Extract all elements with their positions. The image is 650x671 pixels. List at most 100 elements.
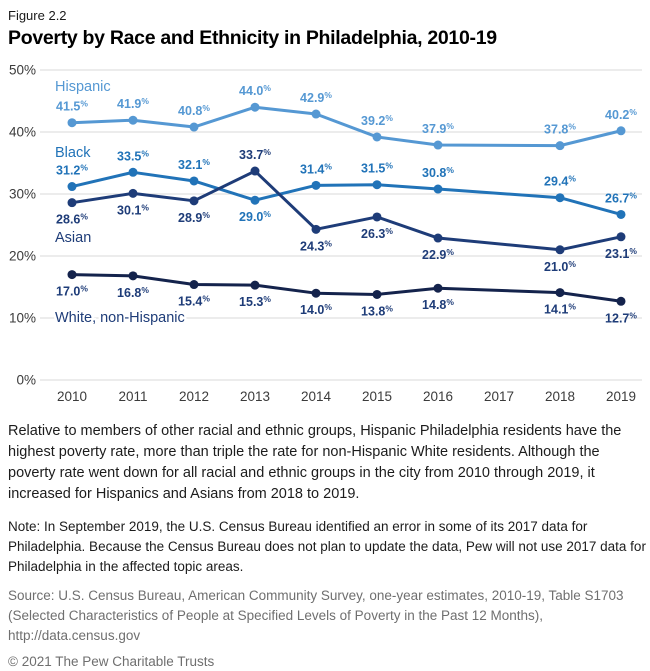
data-point-white-non-hispanic: [250, 280, 260, 290]
data-point-hispanic: [67, 118, 77, 128]
data-point-hispanic: [128, 115, 138, 125]
data-label-black: 32.1%: [178, 157, 210, 172]
data-point-white-non-hispanic: [372, 289, 382, 299]
chart-annotation: Relative to members of other racial and …: [8, 423, 622, 502]
x-axis-tick-label: 2017: [484, 389, 514, 404]
x-axis-tick-label: 2013: [240, 389, 270, 404]
data-point-white-non-hispanic: [311, 288, 321, 298]
data-label-asian: 26.3%: [361, 226, 393, 241]
x-axis-tick-label: 2015: [362, 389, 392, 404]
data-point-black: [372, 180, 382, 190]
figure-title: Poverty by Race and Ethnicity in Philade…: [8, 27, 497, 49]
data-point-black: [250, 195, 260, 205]
data-label-asian: 22.9%: [422, 247, 454, 262]
x-axis-tick-label: 2014: [301, 389, 332, 404]
data-point-black: [67, 182, 77, 192]
x-axis-tick-label: 2010: [57, 389, 87, 404]
y-axis-tick-label: 30%: [9, 187, 36, 202]
data-point-asian: [67, 198, 77, 208]
data-point-white-non-hispanic: [128, 271, 138, 281]
poverty-line-chart: 50% 40% 30% 20% 10% 0% 2010 2011 2012 2013 2014 201…: [0, 53, 642, 405]
y-axis-tick-label: 0%: [16, 373, 36, 388]
data-point-hispanic: [372, 132, 382, 142]
data-point-white-non-hispanic: [433, 283, 443, 293]
data-point-white-non-hispanic: [616, 296, 626, 306]
data-label-white-non-hispanic: 15.4%: [178, 294, 210, 309]
data-label-white-non-hispanic: 17.0%: [56, 284, 88, 299]
data-point-hispanic: [189, 122, 199, 132]
data-label-hispanic: 37.9%: [422, 121, 454, 136]
data-point-hispanic: [250, 102, 260, 112]
data-label-white-non-hispanic: 14.0%: [300, 302, 332, 317]
data-label-black: 33.5%: [117, 148, 149, 163]
data-label-white-non-hispanic: 12.7%: [605, 310, 637, 325]
series-label-asian: Asian: [55, 230, 91, 246]
data-point-black: [128, 167, 138, 177]
data-label-white-non-hispanic: 14.1%: [544, 302, 576, 317]
y-axis-tick-label: 10%: [9, 311, 36, 326]
data-label-black: 29.0%: [239, 209, 271, 224]
data-label-asian: 24.3%: [300, 238, 332, 253]
data-point-white-non-hispanic: [67, 270, 77, 280]
x-axis-tick-label: 2018: [545, 389, 575, 404]
x-axis-tick-label: 2016: [423, 389, 453, 404]
data-label-hispanic: 42.9%: [300, 90, 332, 105]
data-label-white-non-hispanic: 14.8%: [422, 297, 454, 312]
data-label-asian: 23.1%: [605, 246, 637, 261]
data-point-white-non-hispanic: [555, 288, 565, 298]
chart-line-asian: [70, 169, 623, 252]
data-label-asian: 21.0%: [544, 259, 576, 274]
series-label-black: Black: [55, 145, 91, 161]
data-label-hispanic: 40.8%: [178, 103, 210, 118]
data-label-hispanic: 37.8%: [544, 122, 576, 137]
x-axis-tick-label: 2011: [118, 389, 147, 404]
data-label-white-non-hispanic: 16.8%: [117, 285, 149, 300]
y-axis-tick-label: 20%: [9, 249, 36, 264]
data-point-hispanic: [311, 109, 321, 119]
chart-line-black: [70, 170, 623, 216]
data-point-black: [433, 184, 443, 194]
data-point-asian: [616, 232, 626, 242]
chart-note: Note: In September 2019, the U.S. Census…: [8, 519, 646, 574]
series-label-white-non-hispanic: White, non-Hispanic: [55, 310, 185, 326]
data-label-asian: 30.1%: [117, 202, 149, 217]
data-label-hispanic: 41.5%: [56, 99, 88, 114]
data-point-asian: [128, 188, 138, 198]
figure-number: Figure 2.2: [8, 8, 67, 23]
data-point-hispanic: [555, 141, 565, 151]
data-label-asian: 28.6%: [56, 212, 88, 227]
data-label-asian: 33.7%: [239, 147, 271, 162]
data-label-white-non-hispanic: 13.8%: [361, 303, 393, 318]
x-axis-tick-label: 2019: [606, 389, 636, 404]
chart-line-white-non-hispanic: [70, 273, 623, 303]
data-label-black: 31.2%: [56, 163, 88, 178]
data-label-hispanic: 40.2%: [605, 107, 637, 122]
data-label-black: 30.8%: [422, 165, 454, 180]
data-point-black: [189, 176, 199, 186]
data-point-asian: [433, 233, 443, 243]
chart-line-hispanic: [70, 105, 623, 148]
data-label-asian: 28.9%: [178, 210, 210, 225]
data-point-black: [555, 193, 565, 203]
x-axis-tick-label: 2012: [179, 389, 209, 404]
data-point-asian: [189, 196, 199, 206]
copyright: © 2021 The Pew Charitable Trusts: [8, 654, 215, 669]
chart-source: Source: U.S. Census Bureau, American Com…: [8, 588, 624, 643]
data-label-black: 31.4%: [300, 161, 332, 176]
data-point-black: [616, 209, 626, 219]
data-point-asian: [372, 212, 382, 222]
data-label-hispanic: 44.0%: [239, 83, 271, 98]
poverty-chart-svg: 50% 40% 30% 20% 10% 0% 2010 2011 2012 2013 2014 201…: [9, 63, 642, 404]
data-point-asian: [311, 224, 321, 234]
data-point-asian: [250, 166, 260, 176]
data-point-black: [311, 180, 321, 190]
data-label-hispanic: 41.9%: [117, 96, 149, 111]
data-label-black: 26.7%: [605, 190, 637, 205]
data-label-black: 29.4%: [544, 174, 576, 189]
series-label-hispanic: Hispanic: [55, 79, 111, 95]
data-point-hispanic: [433, 140, 443, 150]
data-label-white-non-hispanic: 15.3%: [239, 294, 271, 309]
data-point-white-non-hispanic: [189, 280, 199, 290]
data-point-hispanic: [616, 126, 626, 136]
